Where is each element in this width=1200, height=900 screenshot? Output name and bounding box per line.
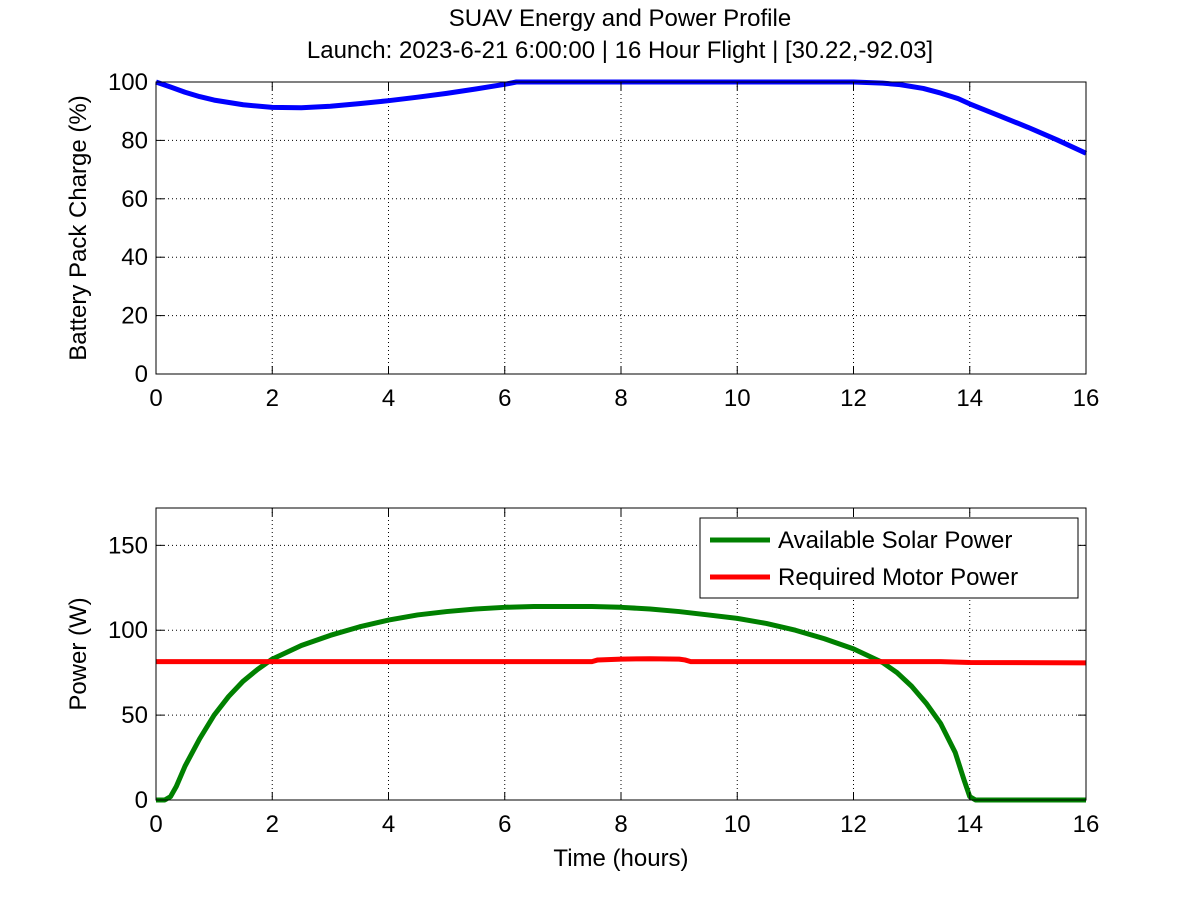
- x-tick-label: 16: [1073, 385, 1100, 412]
- x-tick-label: 2: [266, 811, 279, 838]
- y-tick-label: 50: [121, 702, 148, 729]
- x-tick-label: 8: [614, 385, 627, 412]
- x-axis-label: Time (hours): [553, 845, 688, 872]
- legend-box: [699, 517, 1079, 599]
- x-tick-label: 6: [498, 811, 511, 838]
- legend: Available Solar Power Required Motor Powe…: [699, 517, 1079, 599]
- y-axis-label: Power (W): [65, 597, 92, 710]
- y-tick-label: 60: [121, 186, 148, 213]
- y-tick-label: 100: [108, 69, 148, 96]
- y-tick-label: 150: [108, 532, 148, 559]
- chart-subtitle: Launch: 2023-6-21 6:00:00 | 16 Hour Flig…: [307, 37, 933, 64]
- chart-title: SUAV Energy and Power Profile: [449, 5, 791, 32]
- legend-entry-label: Required Motor Power: [778, 564, 1018, 591]
- y-tick-label: 0: [135, 361, 148, 388]
- plot-panel-1: 0 2 4 6 8 10 12 14 16 0 20 40 60 80 100 Battery Pack Ch…: [65, 69, 1099, 412]
- legend-entry-label: Available Solar Power: [778, 527, 1012, 554]
- x-tick-label: 8: [614, 811, 627, 838]
- series-line-1: [156, 603, 1086, 803]
- x-tick-label: 10: [724, 385, 751, 412]
- x-tick-label: 10: [724, 811, 751, 838]
- y-tick-label: 40: [121, 244, 148, 271]
- x-tick-label: 12: [840, 811, 867, 838]
- x-tick-label: 16: [1073, 811, 1100, 838]
- y-axis-label: Battery Pack Charge (%): [65, 95, 92, 360]
- y-tick-label: 0: [135, 787, 148, 814]
- x-tick-label: 2: [266, 385, 279, 412]
- x-tick-label: 12: [840, 385, 867, 412]
- y-tick-label: 20: [121, 303, 148, 330]
- x-tick-label: 6: [498, 385, 511, 412]
- x-tick-label: 4: [382, 811, 395, 838]
- plot-panel-2: 0 2 4 6 8 10 12 14 16 0 50 100 150 Power (W) Time (hou…: [65, 507, 1100, 872]
- x-tick-label: 4: [382, 385, 395, 412]
- x-tick-label: 14: [956, 385, 983, 412]
- x-tick-label: 0: [149, 811, 162, 838]
- x-tick-label: 14: [956, 811, 983, 838]
- x-tick-label: 0: [149, 385, 162, 412]
- y-tick-label: 80: [121, 127, 148, 154]
- y-tick-label: 100: [108, 617, 148, 644]
- series-line-2: [156, 656, 1087, 666]
